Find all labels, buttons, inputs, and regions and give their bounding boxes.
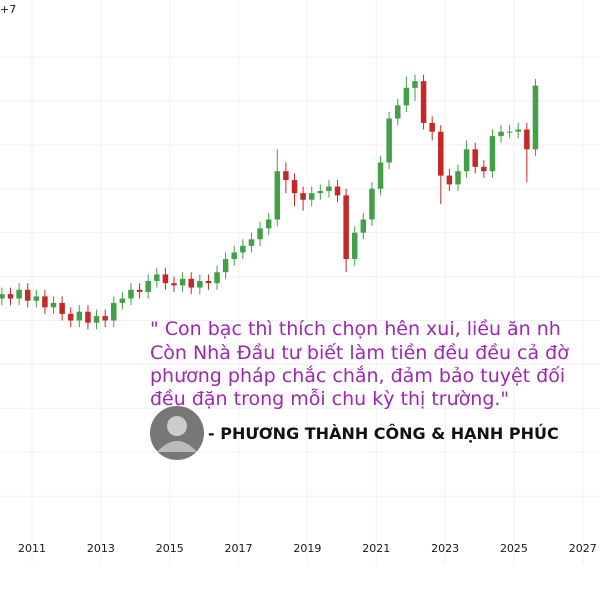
x-tick-label: 2021	[362, 542, 390, 555]
candle-body	[403, 87, 410, 106]
candle-body	[7, 294, 14, 299]
avatar-head	[167, 416, 187, 436]
x-tick-label: 2011	[18, 542, 46, 555]
candle-body	[188, 278, 194, 288]
candle-body	[231, 252, 238, 260]
candle-body	[308, 193, 315, 200]
candle-body	[515, 129, 521, 132]
candle-body	[481, 166, 487, 172]
candle-body	[532, 85, 539, 150]
candle-body	[197, 280, 203, 288]
candle-body	[136, 289, 143, 292]
candle-body	[265, 219, 272, 229]
candle-body	[506, 131, 513, 133]
grid: 2011 2013 2015 2017 2019 2021 2023 2025 2027	[0, 0, 600, 565]
candle-body	[179, 278, 186, 286]
candle-body	[395, 105, 401, 119]
candle-body	[42, 296, 48, 308]
x-tick-label: 2027	[569, 542, 597, 555]
candle-body	[171, 283, 177, 286]
candle-body	[455, 171, 461, 185]
candle-body	[257, 228, 263, 240]
candle-body	[154, 274, 160, 281]
avatar-body	[157, 441, 197, 452]
candle-body	[145, 280, 151, 292]
candle-body	[24, 289, 31, 301]
candle-body	[420, 81, 427, 123]
candle-body	[412, 81, 418, 88]
x-tick-label: 2017	[225, 542, 253, 555]
x-tick-label: 2015	[156, 542, 184, 555]
candle-body	[67, 313, 74, 321]
candle-body	[214, 272, 220, 284]
candle-body	[59, 302, 65, 314]
candle-body	[76, 311, 83, 321]
candle-body	[205, 280, 212, 284]
candle-body	[33, 296, 40, 301]
quote-line: đều đặn trong mỗi chu kỳ thị trường."	[150, 387, 509, 410]
candle-body	[377, 162, 384, 189]
candle-body	[360, 219, 367, 233]
candle-body	[16, 289, 22, 299]
candle-body	[291, 180, 298, 194]
candle-body	[438, 131, 444, 176]
candle-body	[317, 190, 324, 194]
candle-body	[386, 118, 392, 163]
candle-body	[489, 136, 496, 172]
candle-body	[283, 171, 289, 180]
y-scale-label: +7	[0, 3, 16, 16]
author: - PHƯƠNG THÀNH CÔNG & HẠNH PHÚC	[208, 424, 559, 443]
candle-body	[50, 302, 57, 308]
quote-line: " Con bạc thì thích chọn hên xui, liều ă…	[150, 318, 561, 340]
candle-body	[93, 316, 100, 323]
candle-body	[369, 188, 375, 220]
candle-body	[128, 289, 134, 299]
candle-body	[119, 298, 126, 303]
candle-body	[248, 239, 255, 246]
candle-body	[351, 232, 358, 260]
candle-body	[429, 122, 435, 132]
candle-body	[472, 149, 478, 167]
x-tick-label: 2019	[293, 542, 321, 555]
quote-line: phương pháp chắc chắn, đảm bảo tuyệt đối	[150, 364, 565, 387]
x-tick-label: 2013	[87, 542, 115, 555]
candle-body	[446, 175, 453, 185]
candle-body	[102, 316, 108, 321]
candle-body	[222, 259, 229, 273]
x-tick-label: 2025	[500, 542, 528, 555]
candle-body	[240, 245, 246, 253]
candle-body	[300, 193, 306, 200]
candle-body	[111, 302, 117, 321]
candle-body	[524, 129, 530, 150]
candle-body	[326, 186, 332, 191]
candle-body	[0, 294, 5, 299]
x-tick-label: 2023	[431, 542, 459, 555]
quote: " Con bạc thì thích chọn hên xui, liều ă…	[150, 318, 569, 460]
candle-body	[274, 171, 281, 220]
quote-line: Còn Nhà Đầu tư biết làm tiền đều đều cả …	[150, 342, 569, 364]
candle-body	[334, 186, 341, 196]
candle-body	[162, 274, 169, 284]
candles	[0, 74, 539, 330]
candle-body	[343, 195, 349, 260]
candle-body	[463, 149, 470, 172]
candle-body	[85, 311, 91, 323]
candle-body	[498, 131, 504, 137]
